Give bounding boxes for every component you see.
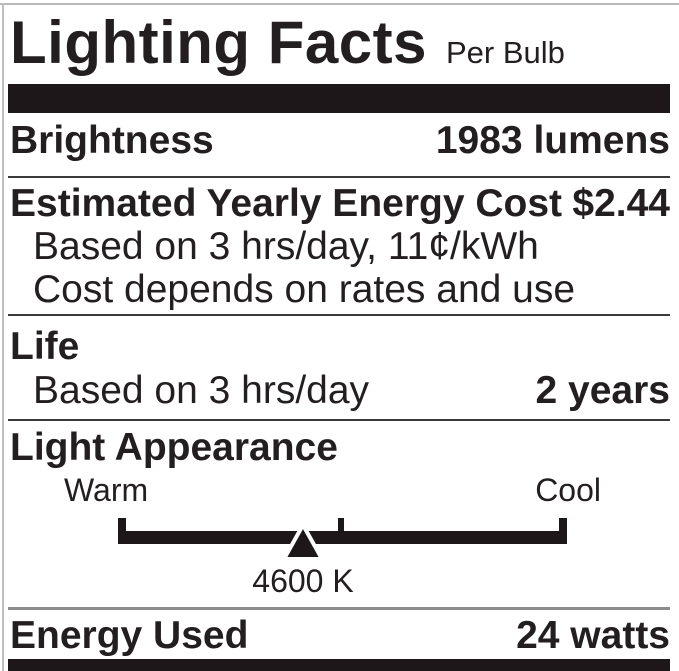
brightness-row: Brightness 1983 lumens	[10, 119, 670, 164]
divider	[8, 419, 670, 421]
kelvin-value: 4600 K	[252, 563, 354, 599]
brightness-label: Brightness	[10, 119, 214, 162]
cool-scale-label: Cool	[535, 472, 601, 508]
energy-cost-row: Estimated Yearly Energy Cost $2.44	[10, 182, 670, 227]
temperature-marker-icon	[281, 520, 325, 560]
divider-gray	[8, 607, 670, 610]
life-note: Based on 3 hrs/day	[33, 369, 370, 412]
light-appearance-title-row: Light Appearance	[10, 426, 670, 471]
life-label: Life	[10, 325, 80, 368]
energy-cost-note-rate: Based on 3 hrs/day, 11¢/kWh	[33, 225, 539, 268]
energy-cost-note-disclaimer: Cost depends on rates and use	[33, 268, 576, 311]
energy-used-label: Energy Used	[10, 614, 249, 657]
energy-used-row: Energy Used 24 watts	[10, 614, 670, 659]
color-temperature-scale	[118, 518, 567, 560]
scale-middle-tick	[338, 518, 344, 532]
footer-divider-bar	[8, 659, 670, 671]
light-appearance-label: Light Appearance	[10, 426, 338, 469]
life-value: 2 years	[535, 369, 670, 412]
label-left-border	[2, 3, 4, 671]
energy-cost-value: $2.44	[572, 182, 670, 225]
energy-used-value: 24 watts	[516, 614, 670, 657]
energy-cost-note-disclaimer-row: Cost depends on rates and use	[10, 268, 670, 313]
page-title: Lighting Facts	[10, 9, 427, 76]
life-value-row: Based on 3 hrs/day 2 years	[10, 369, 670, 414]
divider	[8, 314, 670, 316]
label-header: Lighting Facts Per Bulb	[10, 8, 670, 77]
brightness-value: 1983 lumens	[435, 119, 670, 162]
energy-cost-note-rate-row: Based on 3 hrs/day, 11¢/kWh	[10, 225, 670, 270]
divider	[8, 176, 670, 178]
energy-cost-label: Estimated Yearly Energy Cost	[10, 182, 563, 225]
label-top-border	[0, 3, 679, 5]
life-title-row: Life	[10, 325, 670, 370]
per-bulb-subtitle: Per Bulb	[445, 35, 565, 70]
header-divider-bar	[8, 84, 670, 113]
warm-scale-label: Warm	[64, 472, 149, 508]
scale-bar	[118, 531, 567, 544]
